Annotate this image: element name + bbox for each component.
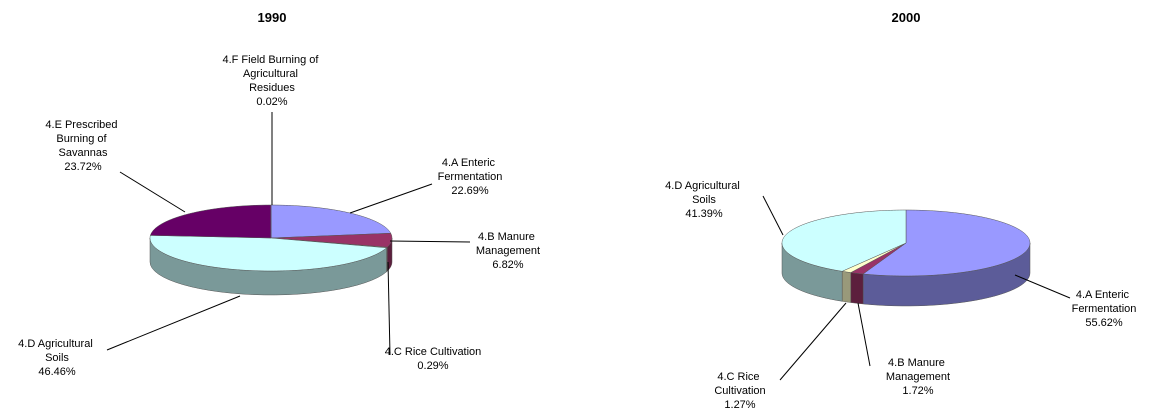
leader-line: [857, 302, 871, 367]
pie-slice: [781, 209, 907, 272]
chart-subtitle: 1990: [258, 10, 287, 25]
pie-slice: [270, 232, 393, 248]
slice-label: 4.D Agricultural Soils: [18, 338, 96, 364]
pie-slice: [270, 204, 392, 239]
slice-value-label: 46.46%: [38, 366, 76, 378]
slice-value-label: 6.82%: [492, 259, 523, 271]
slice-label: 4.B Manure Management: [886, 357, 950, 383]
slice-label: 4.C Rice Cultivation: [714, 371, 765, 397]
leader-line: [387, 261, 391, 356]
slice-value-label: 23.72%: [64, 161, 102, 173]
slice-value-label: 1.72%: [902, 385, 933, 397]
slice-value-label: 41.39%: [685, 208, 723, 220]
leader-line: [1014, 274, 1071, 299]
pie-side: [841, 270, 852, 303]
leader-line: [106, 295, 241, 351]
pie-slice: [862, 209, 1031, 277]
leader-line: [779, 302, 847, 381]
pie-slice: [150, 204, 272, 239]
pie-slice: [149, 235, 388, 272]
leader-line: [349, 183, 433, 214]
slice-value-label: 55.62%: [1085, 317, 1123, 329]
slice-value-label: 0.02%: [256, 96, 287, 108]
leader-line: [762, 195, 784, 236]
slice-label: 4.A Enteric Fermentation: [438, 157, 503, 183]
leader-line: [389, 240, 471, 243]
chart-subtitle: 2000: [892, 10, 921, 25]
pie-side: [850, 272, 864, 305]
slice-value-label: 22.69%: [451, 185, 489, 197]
slice-label: 4.B Manure Management: [476, 231, 540, 257]
slice-value-label: 0.29%: [417, 360, 448, 372]
slice-label: 4.F Field Burning of Agricultural Residu…: [222, 54, 321, 94]
slice-value-label: 1.27%: [724, 399, 755, 411]
slice-label: 4.C Rice Cultivation: [385, 346, 482, 358]
slice-label: 4.D Agricultural Soils: [665, 180, 743, 206]
slice-label: 4.A Enteric Fermentation: [1072, 289, 1137, 315]
slice-label: 4.E Prescribed Burning of Savannas: [45, 119, 120, 159]
leader-line: [119, 171, 186, 213]
